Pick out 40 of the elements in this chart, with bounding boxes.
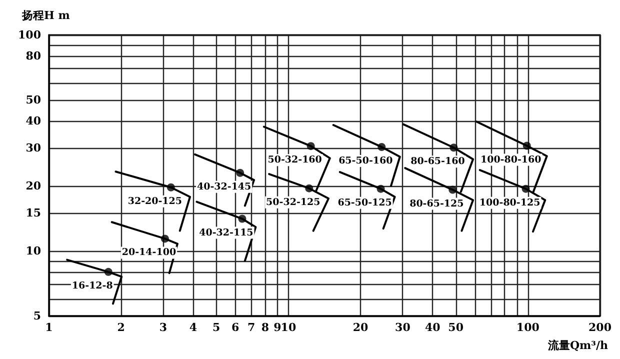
series-label: 100-80-125 (479, 197, 540, 208)
y-tick-label: 10 (26, 244, 42, 258)
x-tick-label: 5 (212, 321, 220, 334)
x-tick-label: 40 (424, 321, 441, 334)
x-tick-label: 6 (232, 321, 240, 334)
x-tick-label: 30 (395, 321, 411, 334)
x-tick-label: 3 (159, 321, 168, 334)
series-label: 100-80-160 (480, 154, 542, 166)
series-label: 65-50-160 (338, 156, 394, 166)
x-tick-label: 7 (248, 321, 256, 334)
y-tick-label: 40 (26, 114, 42, 128)
y-tick-label: 80 (26, 49, 42, 62)
series-label: 65-50-125 (338, 197, 392, 208)
series-label: 20-14-100 (122, 247, 176, 258)
x-axis-title: 流量Qm³/h (546, 339, 608, 352)
y-tick-label: 20 (26, 179, 42, 192)
x-tick-label: 2 (117, 321, 125, 334)
x-tick-label: 9 (274, 321, 282, 334)
series-label: 32-20-125 (128, 196, 182, 207)
series-label: 40-32-145 (196, 181, 252, 192)
y-tick-label: 100 (18, 28, 42, 42)
x-tick-label: 1 (45, 321, 53, 334)
x-tick-label: 50 (448, 321, 464, 334)
y-axis-title: 扬程H m (21, 9, 70, 22)
x-tick-label: 10 (280, 321, 296, 334)
x-tick-label: 8 (261, 321, 270, 334)
y-tick-label: 50 (26, 94, 42, 107)
series-label: 50-32-160 (268, 154, 322, 166)
series-label: 80-65-125 (410, 198, 464, 210)
series-label: 40-32-115 (199, 227, 254, 238)
x-tick-label: 4 (189, 321, 198, 334)
series-label: 80-65-160 (410, 156, 466, 168)
y-tick-label: 30 (26, 141, 42, 154)
y-tick-label: 15 (26, 206, 41, 220)
x-tick-label: 20 (352, 321, 369, 334)
series-label: 50-32-125 (266, 196, 320, 208)
y-tick-label: 5 (33, 310, 41, 322)
series-label: 16-12-8 (72, 280, 114, 292)
x-tick-label: 200 (588, 321, 612, 334)
x-tick-label: 100 (516, 321, 540, 334)
